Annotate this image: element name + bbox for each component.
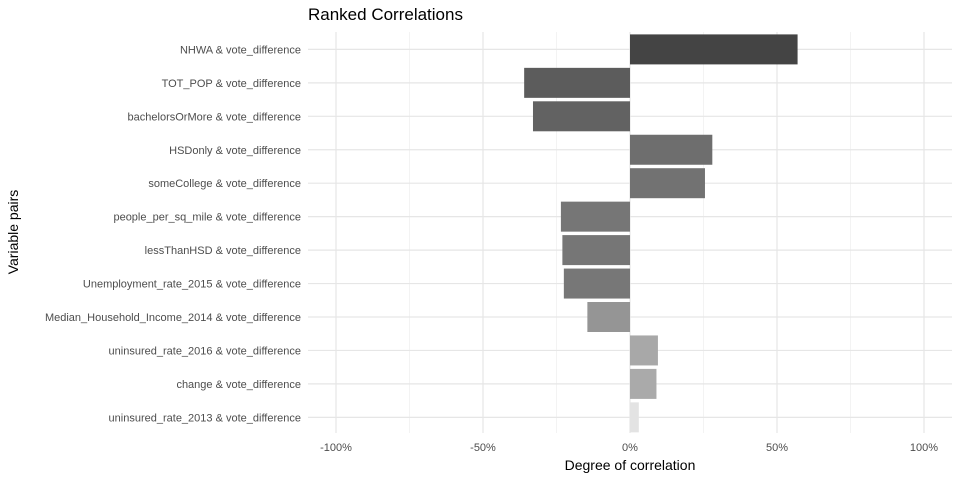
y-tick-label: NHWA & vote_difference (180, 44, 301, 56)
bar (630, 335, 658, 366)
bar (630, 402, 639, 433)
bar (560, 201, 630, 232)
y-tick-label: someCollege & vote_difference (148, 178, 301, 190)
y-tick-labels: NHWA & vote_difference TOT_POP & vote_dif… (45, 44, 301, 424)
bar (563, 268, 630, 299)
y-tick-label: HSDonly & vote_difference (169, 145, 301, 157)
x-tick-labels: -100% -50% 0% 50% 100% (320, 442, 938, 454)
x-tick-label: 100% (910, 442, 938, 454)
bar (562, 235, 630, 266)
chart-title: Ranked Correlations (308, 5, 463, 24)
bar (630, 368, 657, 399)
y-tick-label: uninsured_rate_2013 & vote_difference (109, 412, 301, 424)
x-tick-label: -50% (470, 442, 496, 454)
bars (524, 34, 798, 433)
y-tick-label: bachelorsOrMore & vote_difference (128, 111, 301, 123)
bar (630, 134, 713, 165)
y-axis-label: Variable pairs (5, 190, 21, 275)
y-tick-label: Unemployment_rate_2015 & vote_difference (83, 279, 301, 291)
x-tick-label: 0% (622, 442, 638, 454)
bar (630, 34, 798, 65)
bar (587, 302, 630, 332)
y-tick-label: TOT_POP & vote_difference (162, 78, 301, 90)
bar (524, 67, 630, 98)
x-tick-label: -100% (320, 442, 352, 454)
y-tick-label: uninsured_rate_2016 & vote_difference (109, 345, 301, 357)
x-tick-label: 50% (766, 442, 788, 454)
bar (532, 101, 630, 132)
y-tick-label: lessThanHSD & vote_difference (145, 245, 301, 257)
y-tick-label: Median_Household_Income_2014 & vote_diff… (45, 312, 301, 324)
y-tick-label: people_per_sq_mile & vote_difference (113, 212, 301, 224)
x-axis-label: Degree of correlation (565, 457, 696, 473)
bar (630, 168, 705, 199)
y-tick-label: change & vote_difference (176, 379, 301, 391)
